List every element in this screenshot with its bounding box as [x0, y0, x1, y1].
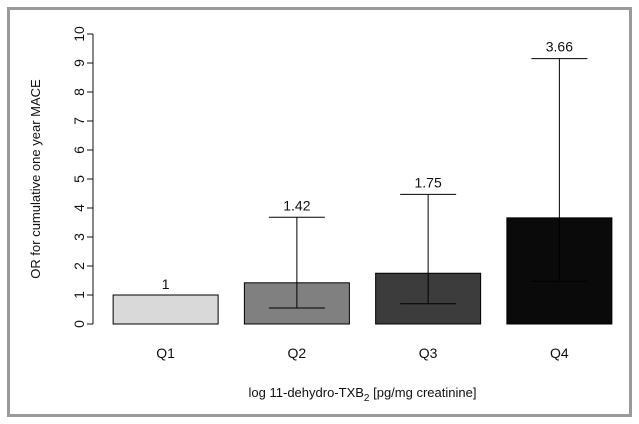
y-axis-title: OR for cumulative one year MACE	[28, 79, 43, 279]
y-tick-label: 7	[71, 117, 87, 125]
data-label-q4: 3.66	[546, 39, 573, 55]
y-tick-label: 1	[71, 291, 87, 299]
chart-frame	[7, 7, 632, 417]
y-tick-label: 6	[71, 146, 87, 154]
x-tick-label-q3: Q3	[419, 345, 438, 361]
y-tick-label: 10	[71, 26, 87, 42]
x-axis-title: log 11-dehydro-TXB2 [pg/mg creatinine]	[249, 385, 477, 404]
data-label-q2: 1.42	[283, 197, 310, 213]
x-axis-title-subscript: 2	[364, 393, 370, 404]
y-tick-label: 8	[71, 88, 87, 96]
data-label-q3: 1.75	[415, 174, 442, 190]
x-tick-labels: Q1 Q2 Q3 Q4	[156, 345, 569, 361]
y-tick-label: 4	[71, 204, 87, 212]
y-tick-label: 9	[71, 59, 87, 67]
y-tick-label: 2	[71, 262, 87, 270]
bar-q1	[112, 294, 219, 325]
y-tick-label: 3	[71, 233, 87, 241]
bars	[112, 217, 613, 325]
x-tick-label-q1: Q1	[156, 345, 175, 361]
y-axis: 0 1 2 3 4 5 6 7 8 9 10	[71, 26, 94, 328]
data-label-q1: 1	[162, 276, 170, 292]
x-axis-title-prefix: log 11-dehydro-TXB	[249, 385, 364, 400]
x-axis-title-suffix: [pg/mg creatinine]	[369, 385, 476, 400]
y-tick-label: 5	[71, 175, 87, 183]
x-tick-label-q2: Q2	[288, 345, 307, 361]
x-tick-label-q4: Q4	[550, 345, 569, 361]
y-tick-label: 0	[71, 320, 87, 328]
error-bars	[268, 58, 588, 309]
data-labels: 1 1.42 1.75 3.66	[162, 39, 573, 292]
